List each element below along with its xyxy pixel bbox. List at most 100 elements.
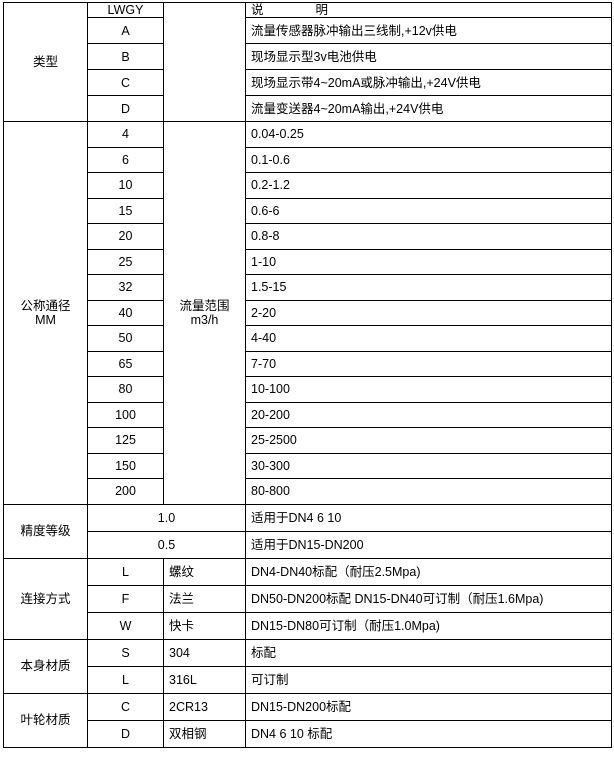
nominal-diameter-label-line2: MM [35,313,56,328]
table-row: 200 80-800 [4,478,612,505]
dn-flow-10: 0.2-1.2 [245,172,612,199]
section-label-type: 类型 [3,1,88,123]
header-description: 说明 [245,1,612,19]
dn-flow-50: 4-40 [245,325,612,352]
dn-flow-65: 7-70 [245,350,612,378]
dn-flow-125: 25-2500 [245,427,612,454]
header-model-code: LWGY [87,1,164,19]
connection-code-l: L [87,557,164,586]
dn-flow-25: 1-10 [245,248,612,276]
header-desc-left: 说 [251,3,264,17]
table-row: B 现场显示型3v电池供电 [4,43,612,71]
table-row: 50 4-40 [4,325,612,352]
dn-flow-40: 2-20 [245,299,612,327]
connection-code-w: W [87,611,164,640]
connection-desc-w: DN15-DN80可订制（耐压1.0Mpa) [245,611,612,640]
dn-flow-200: 80-800 [245,478,612,505]
body-material-code-s: S [87,638,164,667]
dn-flow-20: 0.8-8 [245,223,612,250]
type-desc-b: 现场显示型3v电池供电 [245,43,612,71]
type-code-c: C [87,69,164,97]
dn-code-125: 125 [87,427,164,454]
table-row: L 316L 可订制 [4,665,612,694]
dn-code-200: 200 [87,478,164,505]
impeller-material-code-c: C [87,692,164,721]
dn-code-40: 40 [87,299,164,327]
table-row: F 法兰 DN50-DN200标配 DN15-DN40可订制（耐压1.6Mpa) [4,584,612,613]
impeller-material-desc-c: DN15-DN200标配 [245,692,612,721]
dn-flow-100: 20-200 [245,401,612,429]
table-header-row: 类型 LWGY 说明 [3,1,612,123]
dn-flow-4: 0.04-0.25 [245,121,612,148]
body-material-desc-s: 标配 [245,638,612,667]
dn-code-10: 10 [87,172,164,199]
type-code-d: D [87,95,164,123]
dn-flow-32: 1.5-15 [245,274,612,301]
accuracy-code-0-5: 0.5 [87,530,246,559]
table-row: 20 0.8-8 [4,223,612,250]
table-row: 公称通径 MM 4 流量范围 m3/h 0.04-0.25 [3,121,612,505]
nominal-diameter-label-line1: 公称通径 [20,298,71,313]
connection-code-f: F [87,584,164,613]
table-row: 65 7-70 [4,350,612,378]
impeller-material-code-d: D [87,719,164,748]
dn-code-4: 4 [87,121,164,148]
body-material-code-l: L [87,665,164,694]
dn-code-15: 15 [87,197,164,225]
table-row: C 现场显示带4~20mA或脉冲输出,+24V供电 [4,69,612,97]
dn-flow-6: 0.1-0.6 [245,146,612,174]
body-material-name-l: 316L [163,665,246,694]
type-desc-c: 现场显示带4~20mA或脉冲输出,+24V供电 [245,69,612,97]
table-row: 100 20-200 [4,401,612,429]
section-label-body-material: 本身材质 [3,638,88,694]
dn-flow-15: 0.6-6 [245,197,612,225]
connection-desc-l: DN4-DN40标配（耐压2.5Mpa) [245,557,612,586]
accuracy-code-1-0: 1.0 [87,503,246,532]
table-row: 0.5 适用于DN15-DN200 [4,530,612,559]
table-row: 叶轮材质 C 2CR13 DN15-DN200标配 [3,692,612,748]
specification-table: 类型 LWGY 说明 A 流量传感器脉冲输出三线制,+12v供电 B 现场显示型… [3,1,612,748]
header-blank-cell [163,1,246,123]
type-desc-d: 流量变送器4~20mA输出,+24V供电 [245,95,612,123]
impeller-material-name-c: 2CR13 [163,692,246,721]
dn-code-6: 6 [87,146,164,174]
type-code-b: B [87,43,164,71]
flow-range-label-line1: 流量范围 [179,298,230,313]
flow-range-label: 流量范围 m3/h [163,121,246,505]
table-row: 40 2-20 [4,299,612,327]
table-row: 125 25-2500 [4,427,612,454]
type-desc-a: 流量传感器脉冲输出三线制,+12v供电 [245,17,612,45]
type-code-a: A [87,17,164,45]
dn-flow-80: 10-100 [245,376,612,403]
dn-code-150: 150 [87,452,164,480]
dn-flow-150: 30-300 [245,452,612,480]
table-row: 32 1.5-15 [4,274,612,301]
dn-code-80: 80 [87,376,164,403]
dn-code-25: 25 [87,248,164,276]
connection-name-l: 螺纹 [163,557,246,586]
body-material-name-s: 304 [163,638,246,667]
table-row: D 双相钢 DN4 6 10 标配 [4,719,612,748]
table-row: A 流量传感器脉冲输出三线制,+12v供电 [4,17,612,45]
section-label-nominal-diameter: 公称通径 MM [3,121,88,505]
accuracy-desc-1-0: 适用于DN4 6 10 [245,503,612,532]
table-row: 连接方式 L 螺纹 DN4-DN40标配（耐压2.5Mpa) [3,557,612,640]
dn-code-20: 20 [87,223,164,250]
dn-code-50: 50 [87,325,164,352]
flow-range-label-line2: m3/h [190,313,219,328]
table-row: 15 0.6-6 [4,197,612,225]
dn-code-32: 32 [87,274,164,301]
table-row: 80 10-100 [4,376,612,403]
table-row: 精度等级 1.0 适用于DN4 6 10 [3,503,612,559]
accuracy-desc-0-5: 适用于DN15-DN200 [245,530,612,559]
table-row: 150 30-300 [4,452,612,480]
impeller-material-name-d: 双相钢 [163,719,246,748]
impeller-material-desc-d: DN4 6 10 标配 [245,719,612,748]
table-row: W 快卡 DN15-DN80可订制（耐压1.0Mpa) [4,611,612,640]
section-label-impeller-material: 叶轮材质 [3,692,88,748]
table-row: 本身材质 S 304 标配 [3,638,612,694]
section-label-connection-type: 连接方式 [3,557,88,640]
dn-code-65: 65 [87,350,164,378]
table-row: 6 0.1-0.6 [4,146,612,174]
table-row: 25 1-10 [4,248,612,276]
